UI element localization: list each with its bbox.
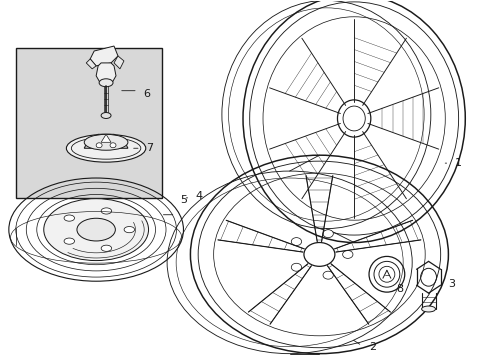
Ellipse shape [64, 238, 74, 244]
Polygon shape [101, 134, 111, 142]
Text: 6: 6 [142, 89, 149, 99]
Ellipse shape [43, 199, 148, 261]
Polygon shape [90, 46, 118, 66]
Ellipse shape [99, 79, 113, 87]
Ellipse shape [304, 243, 334, 266]
Ellipse shape [110, 143, 116, 148]
Ellipse shape [84, 134, 128, 150]
Text: 4: 4 [195, 191, 202, 201]
Text: 5: 5 [180, 195, 187, 205]
Polygon shape [114, 56, 123, 69]
Ellipse shape [337, 100, 370, 137]
Ellipse shape [342, 251, 352, 258]
Polygon shape [86, 59, 96, 69]
Ellipse shape [101, 245, 111, 251]
Ellipse shape [323, 271, 333, 279]
Ellipse shape [124, 226, 134, 233]
Ellipse shape [101, 208, 111, 214]
Polygon shape [96, 63, 116, 83]
Polygon shape [84, 134, 128, 148]
Ellipse shape [291, 238, 301, 246]
Text: 7: 7 [145, 143, 153, 153]
Text: 8: 8 [395, 284, 402, 294]
Ellipse shape [101, 113, 111, 118]
Text: 3: 3 [447, 279, 454, 289]
Bar [17, 48, 162, 198]
Text: 1: 1 [453, 158, 460, 168]
Ellipse shape [64, 215, 74, 221]
Ellipse shape [66, 134, 145, 162]
Ellipse shape [323, 230, 333, 238]
Ellipse shape [77, 218, 115, 241]
Ellipse shape [421, 306, 435, 312]
Text: 2: 2 [368, 342, 375, 352]
Ellipse shape [96, 143, 102, 148]
Ellipse shape [291, 263, 301, 271]
